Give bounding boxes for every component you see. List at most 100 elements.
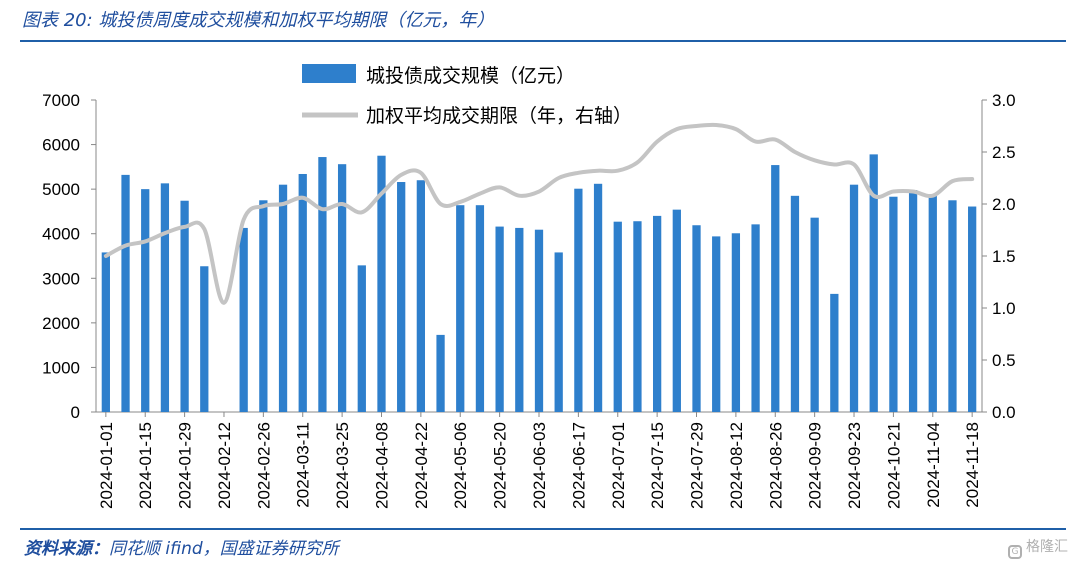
bar: [593, 183, 603, 412]
legend-label-bar: 城投债成交规模（亿元）: [366, 65, 575, 87]
source-label: 资料来源：: [24, 539, 109, 559]
x-axis-tick-label: 2024-07-29: [688, 422, 707, 509]
x-axis-tick-label: 2024-07-15: [648, 422, 667, 509]
x-axis-tick-label: 2024-05-20: [491, 422, 510, 509]
bar: [160, 183, 170, 412]
x-axis-tick-label: 2024-01-01: [97, 422, 116, 509]
right-axis-tick-label: 1.5: [992, 247, 1016, 266]
bar: [397, 182, 406, 412]
x-axis-tick-label: 2024-08-12: [727, 422, 746, 509]
bar: [731, 233, 741, 412]
left-axis-tick-label: 6000: [42, 136, 80, 155]
x-axis-tick-label: 2024-09-23: [845, 422, 864, 509]
bar: [495, 226, 504, 412]
legend-label-line: 加权平均成交期限（年，右轴）: [366, 105, 632, 127]
bar: [337, 164, 347, 412]
watermark-logo-icon: G: [1008, 545, 1022, 559]
right-axis-tick-label: 0.0: [992, 403, 1016, 422]
x-axis-tick-label: 2024-11-18: [963, 422, 982, 508]
bar: [908, 190, 918, 412]
x-axis-tick-label: 2024-07-01: [609, 422, 628, 509]
legend: 城投债成交规模（亿元） 加权平均成交期限（年，右轴）: [302, 64, 632, 127]
chart-area: 0 1000 2000 3000 4000 5000 6000 7000 0.0 0.5 1.0 1.…: [42, 64, 1016, 509]
title-divider: [20, 40, 1066, 42]
x-axis-tick-label: 2024-08-26: [766, 422, 785, 509]
source-divider: [20, 528, 1066, 530]
bar: [869, 154, 878, 412]
bar: [298, 173, 307, 412]
x-axis-tick-label: 2024-06-03: [530, 422, 549, 509]
bar: [652, 215, 662, 412]
left-axis-tick-label: 2000: [42, 314, 80, 333]
x-axis-tick-label: 2024-04-22: [412, 422, 431, 509]
right-axis-tick-label: 0.5: [992, 351, 1016, 370]
x-axis-tick-label: 2024-05-06: [451, 422, 470, 509]
bar: [416, 180, 426, 412]
bar: [515, 227, 524, 412]
bar: [968, 206, 977, 412]
bar: [121, 174, 130, 412]
bar: [771, 165, 780, 412]
bar: [712, 236, 721, 412]
bar: [259, 200, 268, 412]
legend-swatch-bar: [302, 64, 356, 83]
tick-labels: 0 1000 2000 3000 4000 5000 6000 7000 0.0 0.5 1.0 1.…: [42, 91, 1015, 509]
x-axis-tick-label: 2024-02-12: [215, 422, 234, 509]
bar: [633, 221, 642, 412]
right-axis-tick-label: 1.0: [992, 299, 1016, 318]
left-axis-tick-label: 5000: [42, 180, 80, 199]
right-axis-tick-label: 3.0: [992, 91, 1016, 110]
bar: [377, 155, 386, 412]
x-axis-tick-label: 2024-02-26: [254, 422, 273, 509]
series-line: [103, 122, 975, 305]
x-axis-tick-label: 2024-03-11: [294, 422, 313, 508]
bar: [574, 188, 583, 412]
bar: [200, 266, 209, 412]
bar: [948, 200, 957, 412]
bar: [141, 189, 150, 412]
source-note: 资料来源：同花顺 ifind，国盛证券研究所: [24, 534, 339, 559]
bar: [456, 205, 465, 412]
left-axis-tick-label: 0: [71, 403, 80, 422]
bar: [613, 221, 622, 412]
bar: [239, 227, 248, 412]
x-axis-tick-label: 2024-03-25: [333, 422, 352, 509]
left-axis-tick-label: 7000: [42, 91, 80, 110]
watermark-text: 格隆汇: [1026, 539, 1068, 555]
x-axis-tick-label: 2024-04-08: [372, 422, 391, 509]
bar: [810, 217, 819, 412]
watermark: G 格隆汇: [1008, 536, 1068, 559]
x-axis-tick-label: 2024-01-15: [136, 422, 155, 509]
bar: [751, 224, 760, 412]
bar: [830, 293, 839, 412]
x-axis-tick-label: 2024-06-17: [569, 422, 588, 509]
bar: [534, 229, 544, 412]
figure-title: 图表 20: 城投债周度成交规模和加权平均期限（亿元，年）: [22, 10, 495, 31]
bar: [790, 195, 800, 412]
source-text: 同花顺 ifind，国盛证券研究所: [109, 539, 339, 559]
bar: [318, 157, 327, 412]
bar: [475, 205, 485, 412]
bar: [849, 184, 859, 412]
bar: [357, 265, 366, 412]
bar: [928, 194, 937, 412]
left-axis-tick-label: 4000: [42, 225, 80, 244]
line-series: [103, 122, 975, 305]
left-axis-tick-label: 3000: [42, 269, 80, 288]
x-axis-tick-label: 2024-11-04: [924, 422, 943, 508]
bar-series: [101, 154, 977, 412]
bar: [101, 252, 110, 412]
bar: [554, 252, 563, 412]
bar: [889, 196, 898, 412]
bar: [180, 200, 189, 412]
x-axis-tick-label: 2024-10-21: [884, 422, 903, 509]
x-axis-tick-label: 2024-01-29: [176, 422, 195, 509]
bar: [692, 225, 701, 412]
x-axis-tick-label: 2024-09-09: [806, 422, 825, 509]
left-axis-tick-label: 1000: [42, 358, 80, 377]
bar: [436, 334, 445, 412]
right-axis-tick-label: 2.5: [992, 143, 1016, 162]
bar: [672, 209, 681, 412]
bar: [278, 184, 288, 412]
right-axis-tick-label: 2.0: [992, 195, 1016, 214]
